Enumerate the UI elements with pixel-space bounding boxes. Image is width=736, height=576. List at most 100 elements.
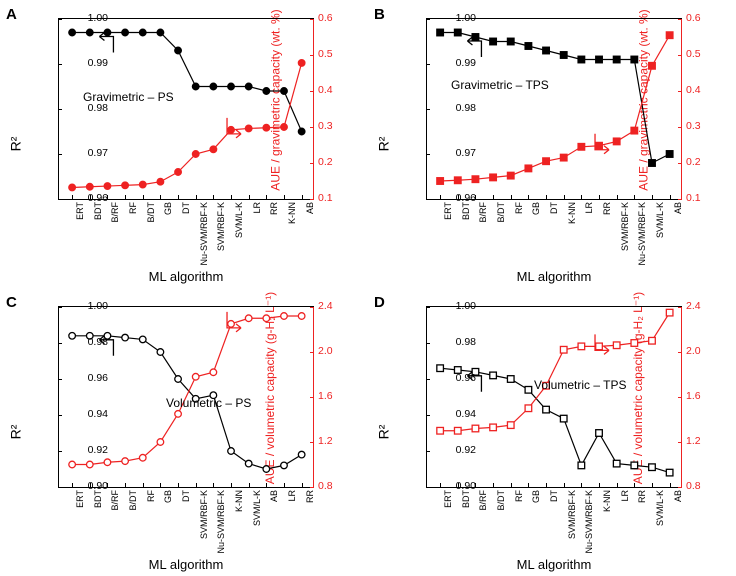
xtick-label: SVM/RBF-K bbox=[620, 202, 630, 251]
xtick-label: SVM/RBF-K bbox=[216, 202, 226, 251]
ytick-right: 0.5 bbox=[686, 48, 701, 60]
xtick-label: RF bbox=[514, 490, 524, 502]
ylabel-left: R² bbox=[375, 425, 391, 440]
panel-letter: A bbox=[6, 6, 17, 23]
ytick-right: 0.3 bbox=[318, 120, 333, 132]
ytick-left: 0.98 bbox=[88, 336, 108, 348]
ytick-left: 1.00 bbox=[88, 300, 108, 312]
ytick-left: 0.92 bbox=[88, 444, 108, 456]
xtick-label: Nu-SVM/RBF-K bbox=[584, 490, 594, 554]
xtick-label: LR bbox=[584, 202, 594, 214]
ytick-left: 0.98 bbox=[456, 102, 476, 114]
ytick-left: 0.98 bbox=[456, 336, 476, 348]
ytick-right: 0.5 bbox=[318, 48, 333, 60]
xtick-label: K-NN bbox=[287, 202, 297, 224]
panel-annotation: Volumetric – TPS bbox=[534, 378, 626, 392]
ytick-right: 0.2 bbox=[686, 156, 701, 168]
xtick-label: LR bbox=[620, 490, 630, 502]
series-svg bbox=[426, 307, 682, 487]
ylabel-left: R² bbox=[7, 425, 23, 440]
xlabel: ML algorithm bbox=[426, 269, 682, 284]
ytick-right: 1.6 bbox=[318, 390, 333, 402]
xtick-label: B/DT bbox=[496, 490, 506, 511]
xtick-label: RF bbox=[514, 202, 524, 214]
ytick-right: 0.1 bbox=[318, 192, 333, 204]
ytick-right: 0.8 bbox=[686, 480, 701, 492]
xtick-label: ERT bbox=[75, 490, 85, 508]
xtick-label: B/DT bbox=[496, 202, 506, 223]
ytick-right: 1.2 bbox=[318, 435, 333, 447]
ytick-left: 0.96 bbox=[456, 372, 476, 384]
ytick-right: 2.0 bbox=[686, 345, 701, 357]
ytick-right: 2.4 bbox=[686, 300, 701, 312]
xtick-label: GB bbox=[531, 490, 541, 503]
xtick-label: B/DT bbox=[128, 490, 138, 511]
panel-d: DR²AUE / volumetric capacity (g-H₂ L⁻¹)M… bbox=[368, 288, 736, 576]
xtick-label: BDT bbox=[93, 202, 103, 220]
ytick-left: 0.99 bbox=[456, 57, 476, 69]
ytick-left: 0.99 bbox=[88, 57, 108, 69]
ytick-left: 0.92 bbox=[456, 444, 476, 456]
xtick-label: SVM/L-K bbox=[252, 490, 262, 526]
xtick-label: RF bbox=[128, 202, 138, 214]
panel-letter: C bbox=[6, 294, 17, 311]
xtick-label: LR bbox=[287, 490, 297, 502]
xtick-label: DT bbox=[549, 202, 559, 214]
xtick-label: SVM/RBF-K bbox=[567, 490, 577, 539]
panel-letter: D bbox=[374, 294, 385, 311]
xtick-label: RR bbox=[269, 202, 279, 215]
panel-c: CR²AUE / volumetric capacity (g-H₂ L⁻¹)M… bbox=[0, 288, 368, 576]
ytick-right: 0.3 bbox=[686, 120, 701, 132]
panel-b: BR²AUE / gravimetric capacity (wt. %)ML … bbox=[368, 0, 736, 288]
panel-annotation: Gravimetric – PS bbox=[83, 90, 174, 104]
ytick-right: 0.6 bbox=[318, 12, 333, 24]
ytick-right: 0.4 bbox=[686, 84, 701, 96]
ytick-right: 1.2 bbox=[686, 435, 701, 447]
xtick-label: AB bbox=[305, 202, 315, 214]
ytick-right: 0.4 bbox=[318, 84, 333, 96]
xtick-label: K-NN bbox=[234, 490, 244, 512]
xtick-label: K-NN bbox=[567, 202, 577, 224]
figure-grid: AR²AUE / gravimetric capacity (wt. %)ML … bbox=[0, 0, 736, 576]
xtick-label: K-NN bbox=[602, 490, 612, 512]
ytick-right: 1.6 bbox=[686, 390, 701, 402]
xtick-label: SVM/L-K bbox=[655, 202, 665, 238]
ytick-right: 0.2 bbox=[318, 156, 333, 168]
ytick-left: 1.00 bbox=[456, 300, 476, 312]
xtick-label: Nu-SVM/RBF-K bbox=[216, 490, 226, 554]
ytick-right: 0.1 bbox=[686, 192, 701, 204]
xtick-label: SVM/L-K bbox=[234, 202, 244, 238]
xtick-label: AB bbox=[673, 202, 683, 214]
ytick-right: 0.8 bbox=[318, 480, 333, 492]
panel-annotation: Volumetric – PS bbox=[166, 396, 251, 410]
xtick-label: ERT bbox=[443, 202, 453, 220]
panel-a: AR²AUE / gravimetric capacity (wt. %)ML … bbox=[0, 0, 368, 288]
xtick-label: B/RF bbox=[478, 490, 488, 511]
xtick-label: BDT bbox=[461, 202, 471, 220]
xlabel: ML algorithm bbox=[58, 557, 314, 572]
xtick-label: GB bbox=[163, 490, 173, 503]
xtick-label: ERT bbox=[75, 202, 85, 220]
ylabel-left: R² bbox=[7, 137, 23, 152]
xtick-label: GB bbox=[163, 202, 173, 215]
panel-letter: B bbox=[374, 6, 385, 23]
xtick-label: B/RF bbox=[110, 202, 120, 223]
xlabel: ML algorithm bbox=[426, 557, 682, 572]
plot-area bbox=[426, 306, 682, 488]
xtick-label: SVM/RBF-K bbox=[199, 490, 209, 539]
xtick-label: B/RF bbox=[110, 490, 120, 511]
xtick-label: AB bbox=[269, 490, 279, 502]
xtick-label: B/RF bbox=[478, 202, 488, 223]
ytick-left: 0.94 bbox=[456, 408, 476, 420]
xtick-label: B/DT bbox=[146, 202, 156, 223]
ytick-left: 1.00 bbox=[88, 12, 108, 24]
xtick-label: RF bbox=[146, 490, 156, 502]
xtick-label: ERT bbox=[443, 490, 453, 508]
ytick-left: 0.97 bbox=[88, 147, 108, 159]
xtick-label: RR bbox=[602, 202, 612, 215]
xtick-label: DT bbox=[181, 202, 191, 214]
xtick-label: Nu-SVM/RBF-K bbox=[199, 202, 209, 266]
xtick-label: RR bbox=[637, 490, 647, 503]
xtick-label: GB bbox=[531, 202, 541, 215]
ytick-left: 0.97 bbox=[456, 147, 476, 159]
